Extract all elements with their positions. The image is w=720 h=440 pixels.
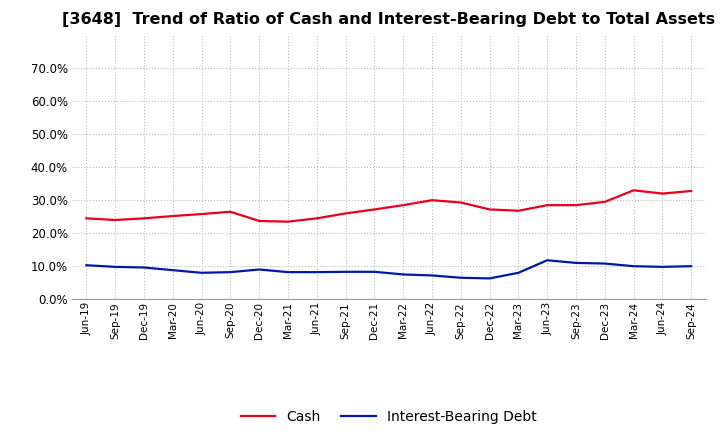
Interest-Bearing Debt [572,260,580,266]
Interest-Bearing Debt [658,264,667,269]
Cash [82,216,91,221]
Interest-Bearing Debt [284,269,292,275]
Interest-Bearing Debt [111,264,120,269]
Cash [687,188,696,194]
Interest-Bearing Debt [168,268,177,273]
Interest-Bearing Debt [399,272,408,277]
Interest-Bearing Debt [600,261,609,266]
Interest-Bearing Debt [687,264,696,269]
Title: [3648]  Trend of Ratio of Cash and Interest-Bearing Debt to Total Assets: [3648] Trend of Ratio of Cash and Intere… [62,12,716,27]
Interest-Bearing Debt [370,269,379,275]
Cash [370,207,379,212]
Interest-Bearing Debt [341,269,350,275]
Cash [341,211,350,216]
Cash [572,202,580,208]
Cash [226,209,235,214]
Interest-Bearing Debt [140,265,148,270]
Cash [485,207,494,212]
Cash [456,200,465,205]
Cash [255,218,264,224]
Cash [197,212,206,217]
Cash [111,217,120,223]
Interest-Bearing Debt [197,270,206,275]
Interest-Bearing Debt [312,269,321,275]
Interest-Bearing Debt [485,276,494,281]
Cash [629,187,638,193]
Cash [284,219,292,224]
Interest-Bearing Debt [82,263,91,268]
Interest-Bearing Debt [543,258,552,263]
Interest-Bearing Debt [255,267,264,272]
Interest-Bearing Debt [226,269,235,275]
Cash [399,202,408,208]
Interest-Bearing Debt [428,273,436,278]
Cash [658,191,667,196]
Line: Interest-Bearing Debt: Interest-Bearing Debt [86,260,691,279]
Legend: Cash, Interest-Bearing Debt: Cash, Interest-Bearing Debt [235,404,543,429]
Cash [543,202,552,208]
Interest-Bearing Debt [629,264,638,269]
Cash [140,216,148,221]
Line: Cash: Cash [86,190,691,222]
Interest-Bearing Debt [456,275,465,280]
Cash [514,208,523,213]
Cash [312,216,321,221]
Interest-Bearing Debt [514,270,523,275]
Cash [168,213,177,219]
Cash [428,198,436,203]
Cash [600,199,609,205]
